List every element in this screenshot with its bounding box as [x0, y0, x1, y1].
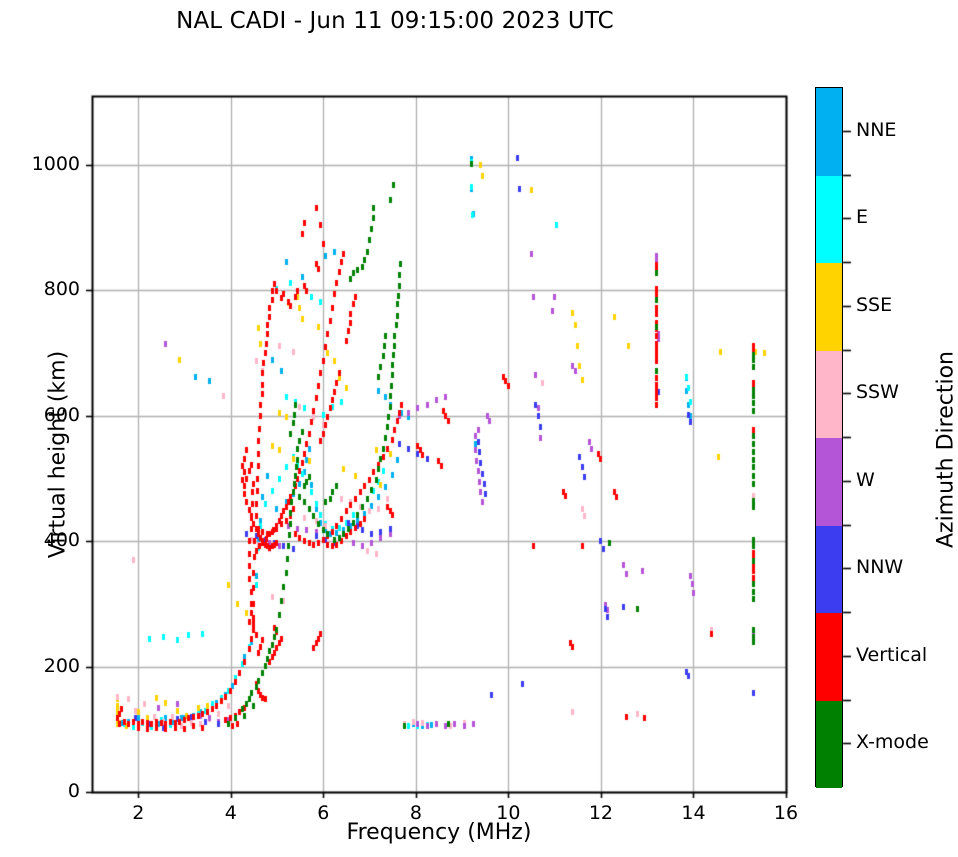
- x-tick-label: 6: [317, 802, 330, 824]
- colorbar-segment-e[interactable]: [816, 175, 842, 263]
- colorbar-segment-sse[interactable]: [816, 263, 842, 351]
- y-tick-label: 0: [67, 780, 80, 802]
- x-tick-label: 12: [588, 802, 614, 824]
- colorbar-segment-vertical[interactable]: [816, 613, 842, 701]
- y-tick-label: 600: [43, 403, 80, 426]
- azimuth-colorbar[interactable]: [815, 87, 843, 788]
- x-tick-label: 10: [496, 802, 521, 824]
- colorbar-tick-label-ssw: SSW: [856, 381, 899, 404]
- x-tick-label: 4: [224, 802, 237, 824]
- colorbar-tick-label-sse: SSE: [856, 293, 893, 316]
- y-tick-label: 800: [43, 278, 80, 301]
- colorbar-segment-nne[interactable]: [816, 88, 842, 176]
- colorbar-segment-w[interactable]: [816, 438, 842, 526]
- colorbar-tick-label-vertical: Vertical: [856, 643, 928, 666]
- colorbar-tick-label-x-mode: X-mode: [856, 731, 929, 754]
- y-axis-label: Virtual height (km): [45, 350, 71, 559]
- x-axis-label: Frequency (MHz): [346, 820, 532, 845]
- colorbar-tick-label-nne: NNE: [856, 118, 897, 141]
- x-tick-label: 16: [773, 802, 799, 824]
- x-tick-label: 2: [132, 802, 145, 824]
- colorbar-segment-x-mode[interactable]: [816, 700, 842, 788]
- colorbar-tick-label-e: E: [856, 206, 869, 229]
- y-tick-label: 400: [43, 529, 80, 552]
- y-tick-label: 200: [43, 654, 80, 677]
- x-tick-label: 8: [409, 802, 422, 824]
- colorbar-tick-label-w: W: [856, 468, 875, 491]
- x-tick-label: 14: [681, 802, 706, 824]
- colorbar-label: Azimuth Direction: [933, 350, 958, 549]
- colorbar-segment-ssw[interactable]: [816, 350, 842, 438]
- y-tick-label: 1000: [31, 152, 80, 175]
- colorbar-segment-nnw[interactable]: [816, 525, 842, 613]
- colorbar-tick-label-nnw: NNW: [856, 556, 904, 579]
